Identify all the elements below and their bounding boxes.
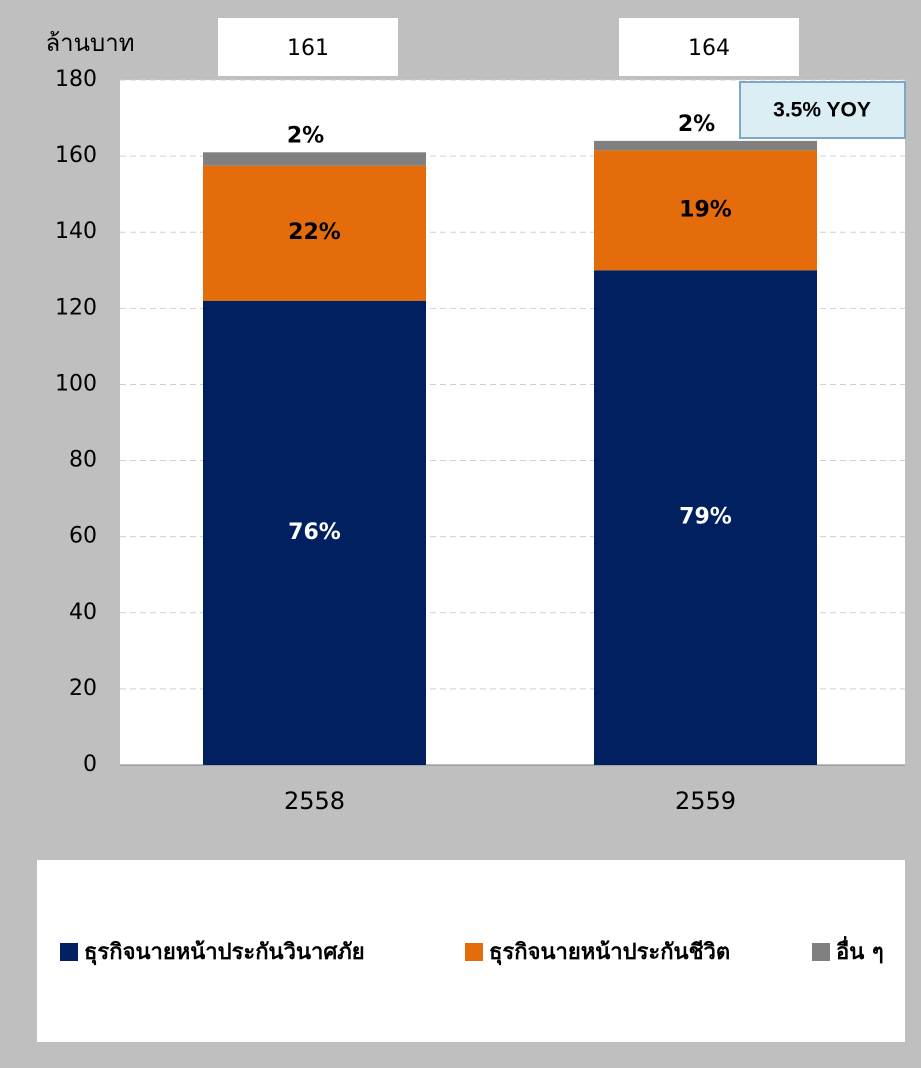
y-tick-label: 160	[55, 143, 97, 168]
total-box	[619, 18, 799, 76]
total-box	[218, 18, 398, 76]
y-tick-label: 120	[55, 295, 97, 320]
legend-label: อื่น ๆ	[836, 935, 884, 965]
data-label: 76%	[288, 520, 341, 545]
y-tick-label: 100	[55, 371, 97, 396]
data-label: 2%	[287, 123, 324, 148]
data-label: 22%	[288, 220, 341, 245]
legend-swatch	[60, 943, 78, 961]
y-tick-label: 20	[69, 676, 97, 701]
x-tick-label: 2559	[675, 787, 736, 815]
data-label: 19%	[679, 197, 732, 222]
bar-segment	[594, 270, 817, 765]
y-tick-label: 180	[55, 67, 97, 92]
y-tick-label: 140	[55, 219, 97, 244]
bar-segment	[203, 165, 426, 301]
bar-segment	[594, 140, 817, 151]
x-tick-label: 2558	[284, 787, 345, 815]
legend-label: ธุรกิจนายหน้าประกันชีวิต	[489, 940, 730, 966]
y-tick-label: 80	[69, 448, 97, 473]
bar-segment	[203, 152, 426, 166]
y-tick-label: 0	[83, 752, 97, 777]
data-label: 79%	[679, 505, 732, 530]
bar-segment	[203, 300, 426, 765]
legend-swatch	[812, 943, 830, 961]
y-tick-label: 40	[69, 600, 97, 625]
legend-label: ธุรกิจนายหน้าประกันวินาศภัย	[84, 940, 365, 966]
y-axis-label: ล้านบาท	[45, 29, 134, 57]
yoy-box	[739, 81, 906, 139]
legend-swatch	[465, 943, 483, 961]
total-label: 161	[287, 36, 329, 61]
bar-segment	[594, 150, 817, 271]
y-tick-label: 60	[69, 524, 97, 549]
total-label: 164	[688, 36, 730, 61]
yoy-annotation: 3.5% YOY	[773, 99, 871, 122]
data-label: 2%	[678, 112, 715, 137]
